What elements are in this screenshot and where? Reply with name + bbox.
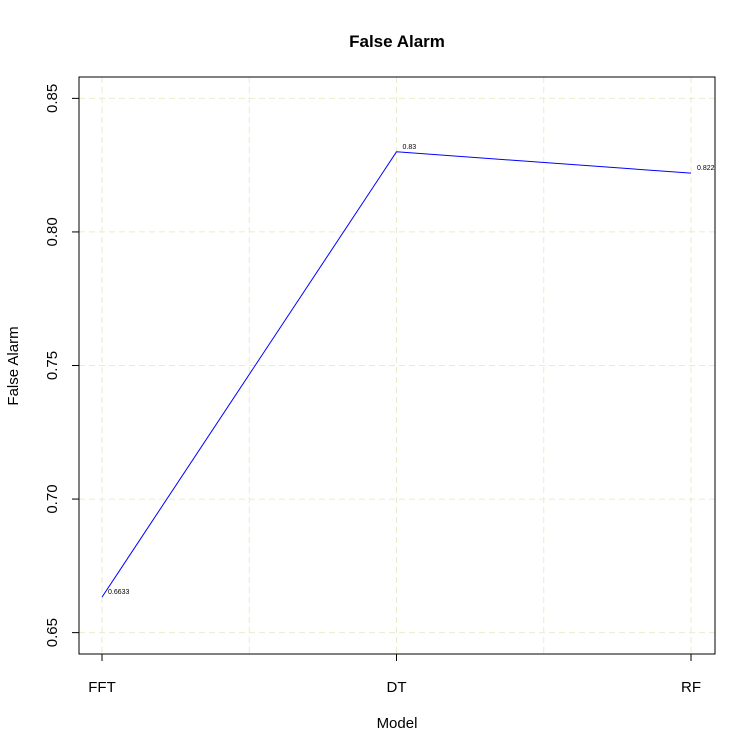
y-axis: 0.65 0.70 0.75 0.80 0.85 (44, 84, 80, 647)
chart-title: False Alarm (349, 32, 445, 51)
series-layer (101, 151, 692, 598)
y-axis-label: False Alarm (5, 326, 22, 405)
x-axis: FFT DT RF (88, 653, 701, 696)
x-tick-label: FFT (88, 679, 116, 696)
x-axis-label: Model (377, 715, 418, 732)
grid-layer (79, 77, 715, 654)
y-tick-label: 0.80 (44, 217, 61, 246)
y-tick-label: 0.70 (44, 484, 61, 513)
y-tick-label: 0.65 (44, 618, 61, 647)
y-tick-label: 0.75 (44, 351, 61, 380)
data-label: 0.6633 (108, 589, 130, 596)
data-label: 0.822 (697, 165, 715, 172)
series-line (101, 151, 692, 598)
data-label: 0.83 (403, 144, 417, 151)
y-tick-label: 0.85 (44, 84, 61, 113)
data-label-layer: 0.6633 0.83 0.822 (108, 144, 715, 596)
x-tick-label: RF (681, 679, 701, 696)
x-tick-label: DT (387, 679, 407, 696)
